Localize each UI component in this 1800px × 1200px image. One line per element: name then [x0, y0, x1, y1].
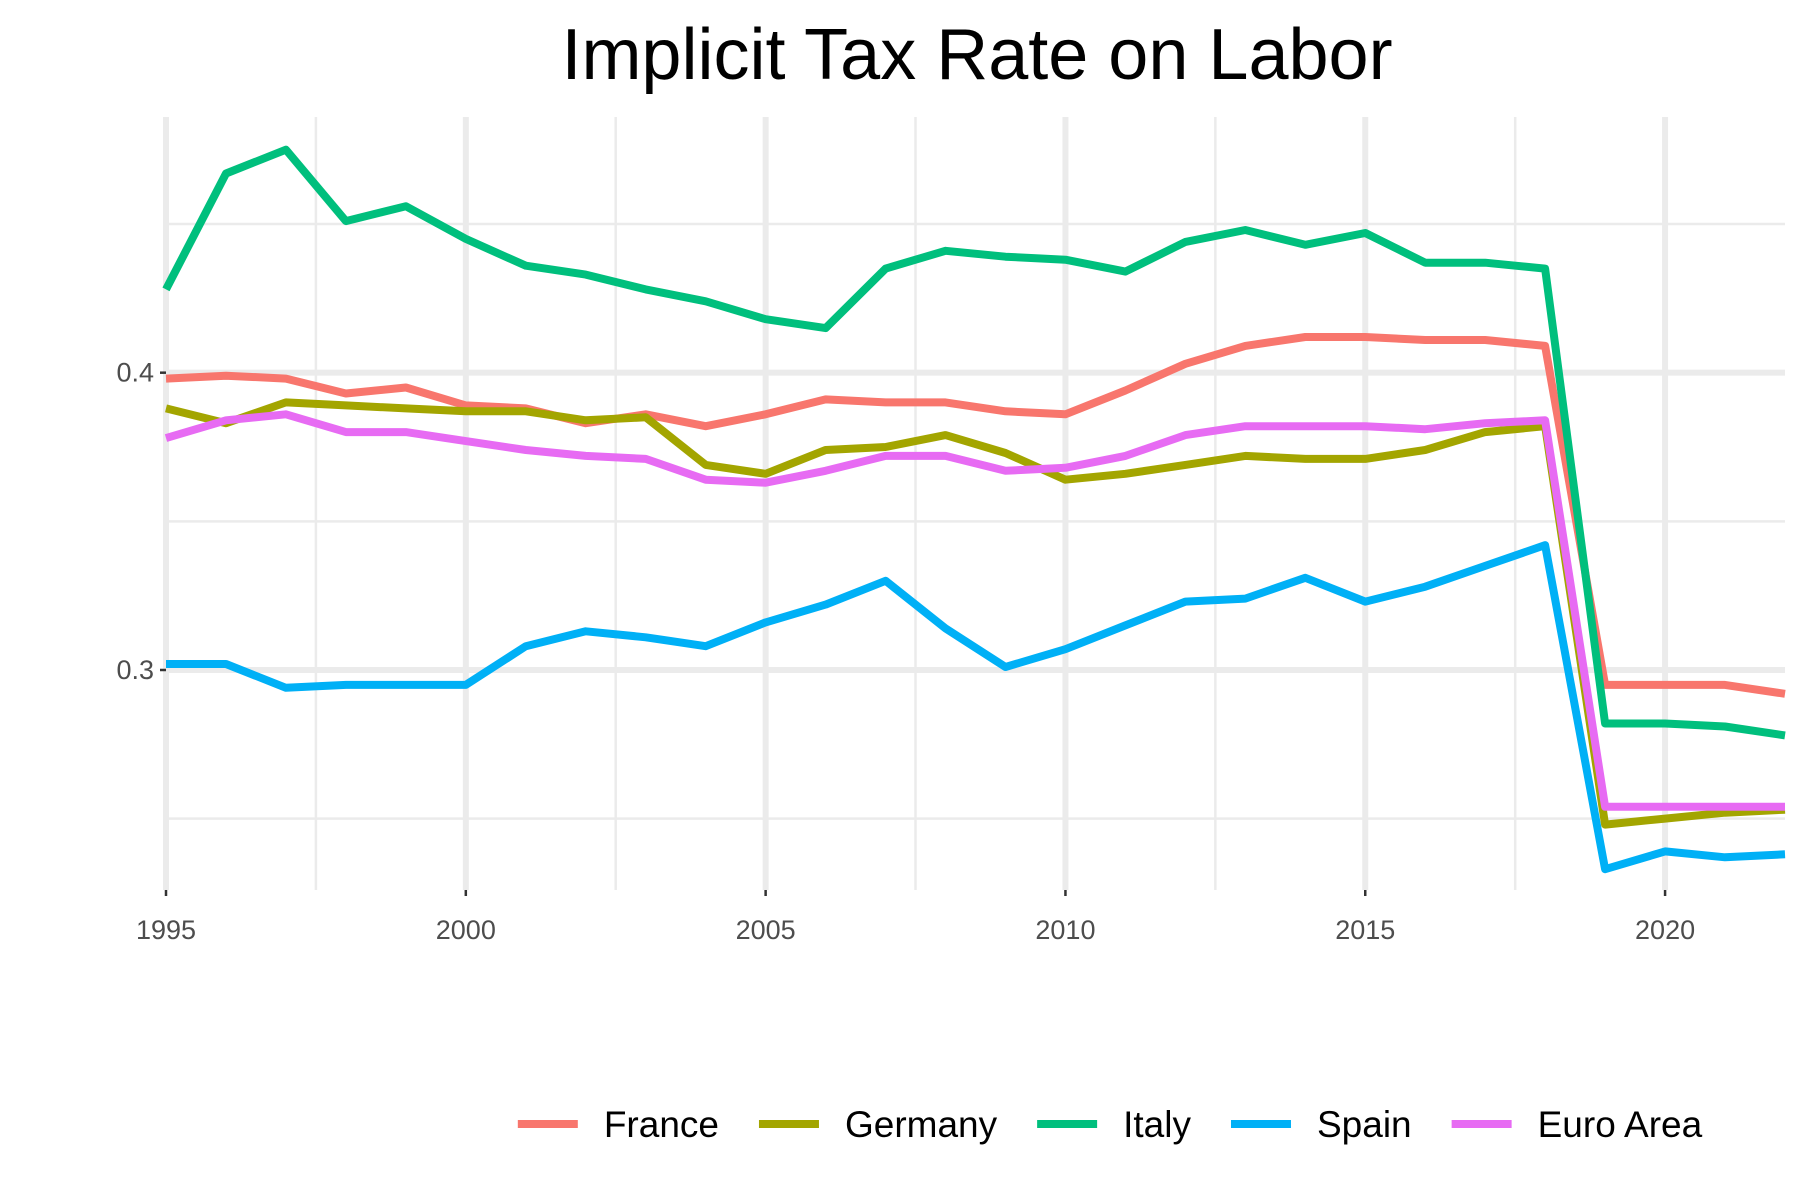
grid — [163, 117, 1785, 890]
x-tick-label: 2000 — [436, 915, 496, 945]
x-tick-label: 2005 — [736, 915, 796, 945]
legend-item-euro-area: Euro Area — [1451, 1104, 1703, 1145]
legend: France Germany Italy Spain Euro Area — [517, 1104, 1703, 1145]
legend-label: Italy — [1123, 1104, 1191, 1145]
series-lines — [162, 145, 1786, 874]
series-line-euro-area — [164, 410, 1785, 811]
series-line-germany — [165, 398, 1786, 829]
legend-label: Euro Area — [1538, 1104, 1703, 1145]
chart-title: Implicit Tax Rate on Labor — [561, 15, 1392, 95]
x-tick-label: 2010 — [1035, 915, 1095, 945]
series-line-france — [165, 333, 1786, 698]
legend-item-germany: Germany — [758, 1104, 998, 1145]
legend-label: France — [604, 1104, 719, 1145]
x-tick-label: 2020 — [1635, 915, 1695, 945]
series-line-spain — [166, 541, 1786, 874]
y-axis-ticks: 0.3 0.4 — [116, 358, 166, 685]
series-line-italy — [162, 145, 1786, 740]
legend-label: Germany — [845, 1104, 998, 1145]
legend-item-spain: Spain — [1230, 1104, 1412, 1145]
x-axis-ticks: 1995 2000 2005 2010 2015 2020 — [136, 890, 1695, 945]
y-tick-label: 0.3 — [116, 655, 154, 685]
legend-item-italy: Italy — [1037, 1104, 1191, 1145]
x-tick-label: 2015 — [1335, 915, 1395, 945]
legend-label: Spain — [1317, 1104, 1412, 1145]
legend-item-france: France — [517, 1104, 719, 1145]
x-tick-label: 1995 — [136, 915, 196, 945]
y-tick-label: 0.4 — [116, 358, 154, 388]
